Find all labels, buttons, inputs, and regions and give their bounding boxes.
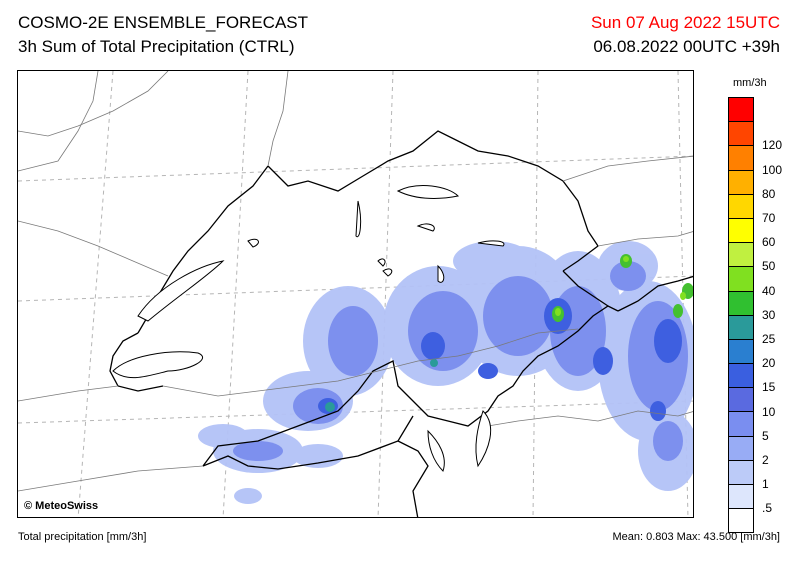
legend-swatch [728, 387, 754, 412]
run-info: 06.08.2022 00UTC +39h [593, 37, 780, 56]
legend-label: 60 [762, 235, 776, 250]
precipitation-field [198, 241, 693, 504]
legend-swatch [728, 169, 754, 194]
map-credit: © MeteoSwiss [24, 500, 98, 512]
color-legend [728, 97, 754, 534]
legend-swatch [728, 145, 754, 170]
legend-swatch [728, 290, 754, 315]
legend-label: 2 [762, 453, 769, 467]
legend-swatch [728, 363, 754, 388]
footer-variable: Total precipitation [mm/3h] [18, 531, 147, 543]
legend-swatch [728, 217, 754, 243]
legend-swatch [728, 338, 754, 364]
map-credit-text: © MeteoSwiss [24, 500, 99, 512]
legend-swatch [728, 97, 754, 122]
legend-swatch [728, 508, 754, 534]
legend-label: 30 [762, 307, 776, 322]
legend-swatch [728, 121, 754, 146]
precipitation-map[interactable]: © MeteoSwiss [17, 70, 694, 518]
map-subtitle: 3h Sum of Total Precipitation (CTRL) [18, 37, 295, 56]
legend-label: 120 [762, 138, 783, 153]
legend-label: 10 [762, 404, 776, 419]
map-title: COSMO-2E ENSEMBLE_FORECAST [18, 13, 309, 32]
legend-swatch [728, 484, 754, 509]
legend-label: 70 [762, 211, 776, 225]
legend-unit: mm/3h [733, 77, 767, 89]
legend-label: .5 [762, 501, 773, 516]
legend-swatch [728, 459, 754, 484]
legend-swatch [728, 314, 754, 339]
map-canvas [18, 71, 693, 517]
legend-label: 100 [762, 162, 783, 177]
legend-label: 20 [762, 356, 776, 371]
legend-swatch [728, 266, 754, 291]
legend-labels: 120 100 80 70 60 50 40 30 25 20 15 10 5 2 1 .5 [762, 97, 796, 517]
lakes [112, 185, 505, 472]
legend-label: 50 [762, 259, 776, 274]
valid-time: Sun 07 Aug 2022 15UTC [590, 13, 780, 32]
legend-label: 15 [762, 380, 776, 395]
legend-swatch [728, 242, 754, 267]
legend-swatch [728, 411, 754, 436]
legend-swatch [728, 193, 754, 218]
legend-swatch [728, 435, 754, 460]
legend-label: 80 [762, 186, 776, 201]
legend-label: 1 [762, 477, 769, 492]
legend-label: 5 [762, 428, 769, 443]
footer-statistics: Mean: 0.803 Max: 43.500 [mm/3h] [612, 531, 780, 543]
legend-label: 40 [762, 283, 776, 298]
legend-label: 25 [762, 332, 776, 346]
regional-borders [18, 71, 693, 492]
